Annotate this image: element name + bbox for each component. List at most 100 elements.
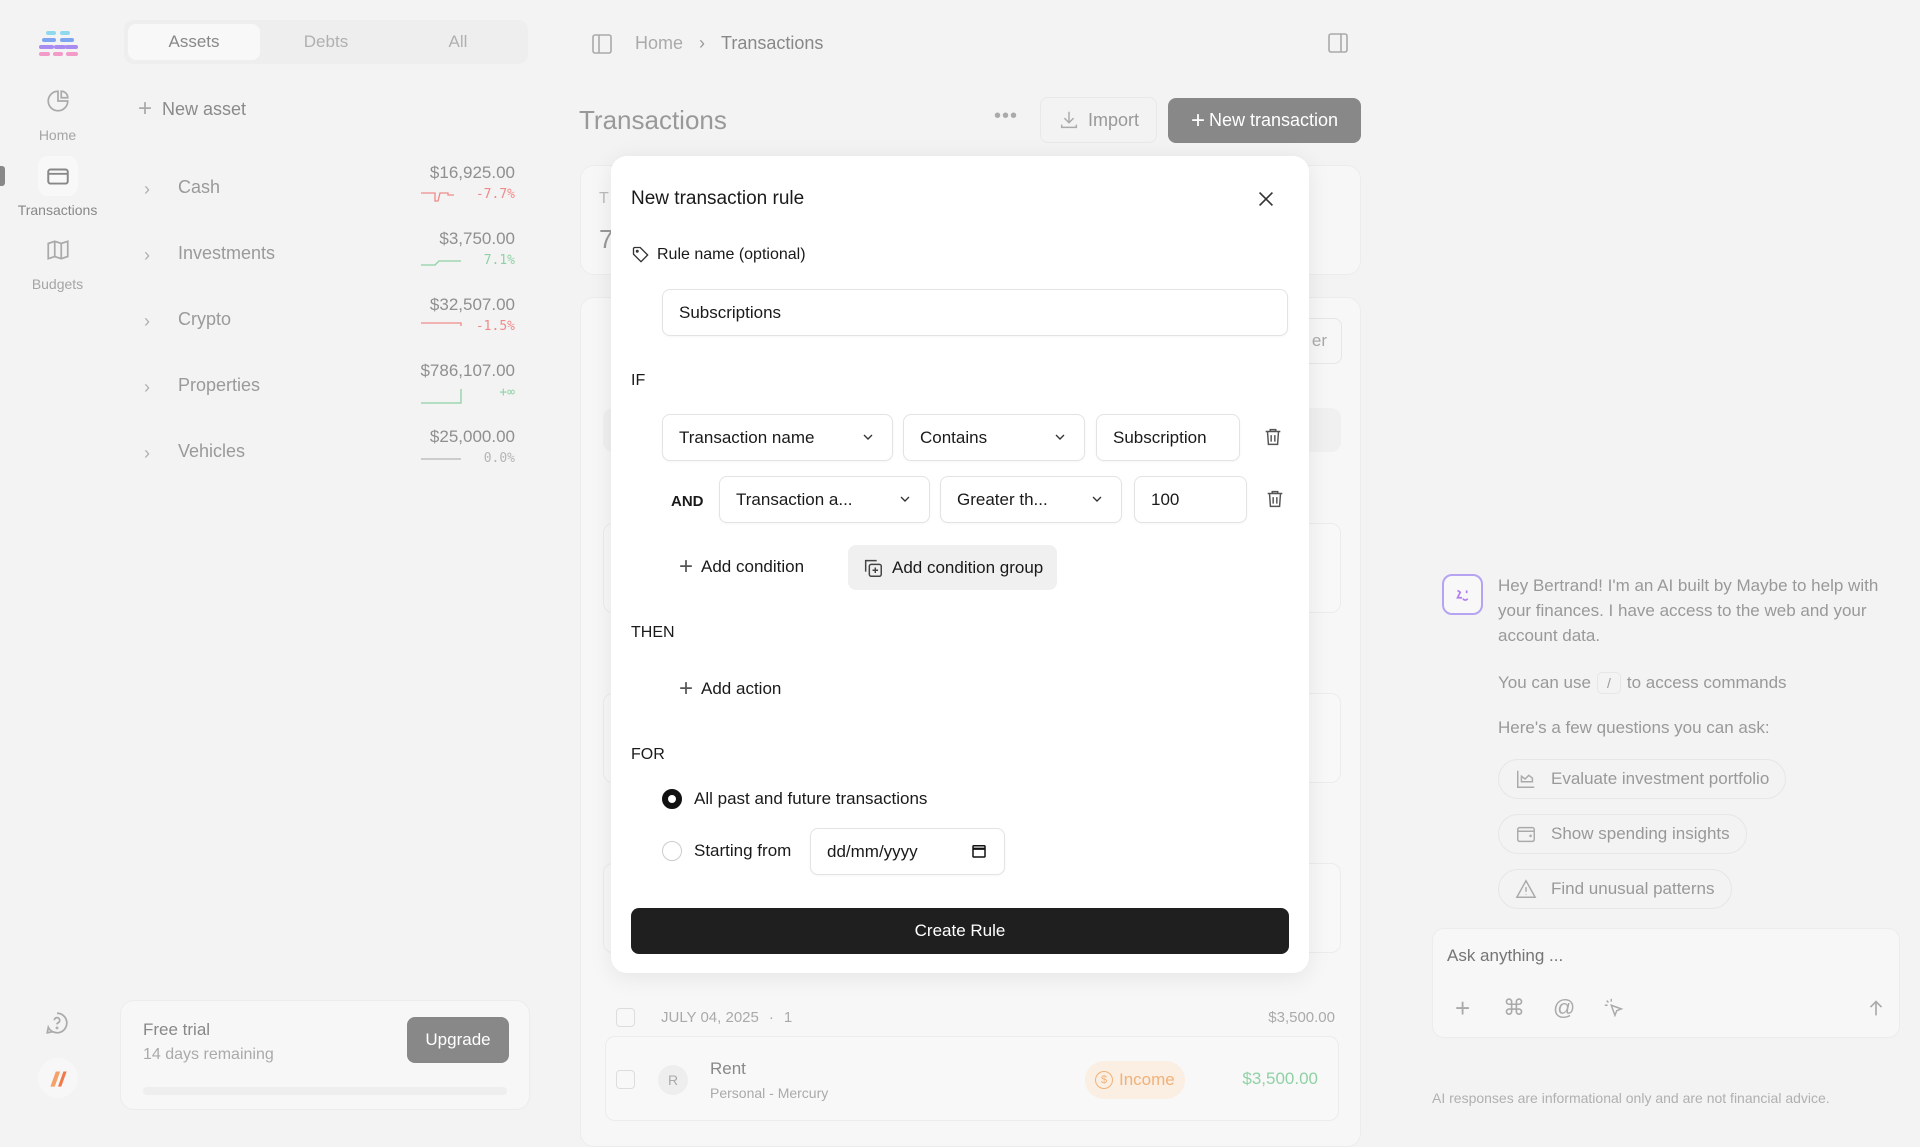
add-condition-group-button[interactable]: Add condition group — [848, 545, 1058, 590]
option-all-transactions[interactable]: All past and future transactions — [662, 789, 927, 809]
category-badge[interactable]: $ Income — [1085, 1061, 1185, 1099]
chevron-right-icon[interactable]: › — [144, 443, 150, 463]
upgrade-button[interactable]: Upgrade — [407, 1017, 509, 1063]
asset-change: +∞ — [499, 385, 515, 400]
condition-field-select[interactable]: Transaction name — [662, 414, 893, 461]
asset-name: Cash — [178, 177, 221, 197]
condition-operator-select[interactable]: Greater th... — [940, 476, 1122, 523]
sparkline — [421, 192, 454, 202]
asset-row-cash[interactable]: › Cash $16,925.00 -7.7% — [140, 163, 515, 223]
start-date-input[interactable]: dd/mm/yyyy — [810, 828, 1005, 875]
row-checkbox[interactable] — [616, 1070, 635, 1089]
breadcrumb: Home › Transactions — [635, 33, 823, 54]
user-avatar[interactable] — [38, 1058, 78, 1098]
tab-all[interactable]: All — [448, 32, 468, 51]
button-label: Add condition — [701, 557, 805, 576]
for-label: FOR — [631, 746, 665, 763]
asset-name: Properties — [178, 375, 261, 395]
rail-item-transactions[interactable]: Transactions — [0, 156, 115, 218]
chart-icon — [1517, 770, 1535, 788]
suggestion-unusual-patterns[interactable]: Find unusual patterns — [1498, 869, 1732, 909]
rule-name-label: Rule name (optional) — [631, 245, 806, 265]
transaction-row[interactable]: R Rent Personal - Mercury $ Income $3,50… — [605, 1036, 1339, 1121]
label-text: Rule name (optional) — [657, 246, 806, 263]
tag-icon — [632, 246, 649, 263]
date-placeholder: dd/mm/yyyy — [827, 841, 918, 861]
plus-icon: + — [138, 95, 153, 122]
option-starting-from[interactable]: Starting from — [662, 841, 791, 861]
plus-icon: + — [1190, 106, 1205, 134]
trash-icon[interactable] — [1262, 426, 1284, 453]
ai-avatar — [1442, 574, 1483, 615]
button-label: Add condition group — [892, 557, 1044, 577]
add-condition-button[interactable]: + Add condition — [679, 555, 804, 579]
select-value: Contains — [920, 427, 988, 447]
slash-key: / — [1596, 672, 1621, 694]
asset-change: -1.5% — [475, 319, 515, 334]
group-checkbox[interactable] — [616, 1007, 635, 1027]
chevron-down-icon — [1055, 434, 1065, 440]
toggle-chat-panel-icon[interactable] — [1326, 31, 1350, 60]
create-rule-button[interactable]: Create Rule — [631, 908, 1289, 954]
plus-icon[interactable]: + — [1455, 993, 1471, 1023]
asset-value: $16,925.00 — [429, 163, 515, 182]
tab-debts[interactable]: Debts — [303, 32, 349, 51]
trial-subtitle: 14 days remaining — [143, 1046, 274, 1063]
new-transaction-button[interactable]: + New transaction — [1168, 98, 1361, 143]
ai-disclaimer: AI responses are informational only and … — [1432, 1090, 1830, 1106]
more-options-icon[interactable]: ••• — [994, 105, 1019, 127]
hint-text: to access commands — [1626, 673, 1787, 692]
chip-label: Show spending insights — [1551, 824, 1730, 843]
mention-icon[interactable]: @ — [1553, 995, 1576, 1020]
sparkline — [421, 458, 461, 460]
condition-operator-select[interactable]: Contains — [903, 414, 1085, 461]
group-header: JULY 04, 2025 · 1 $3,500.00 — [603, 993, 1341, 1041]
toggle-sidebar-icon[interactable] — [590, 32, 614, 61]
asset-row-properties[interactable]: › Properties $786,107.00 +∞ — [140, 361, 515, 421]
condition-field-select[interactable]: Transaction a... — [719, 476, 930, 523]
help-icon[interactable] — [44, 1010, 70, 1041]
breadcrumb-home[interactable]: Home — [635, 33, 684, 53]
rail-item-home[interactable]: Home — [0, 81, 115, 143]
trial-title: Free trial — [143, 1020, 211, 1039]
dollar-icon: $ — [1095, 1071, 1113, 1089]
pointer-sparkle-icon[interactable] — [1603, 997, 1625, 1024]
trash-icon[interactable] — [1264, 488, 1286, 515]
rail-label: Transactions — [17, 202, 98, 218]
radio-selected[interactable] — [662, 789, 682, 809]
calendar-icon[interactable] — [970, 842, 988, 860]
chat-input-box: + ⌘ @ — [1432, 928, 1900, 1038]
rail-item-budgets[interactable]: Budgets — [0, 230, 115, 292]
breadcrumb-current: Transactions — [721, 33, 824, 53]
asset-row-crypto[interactable]: › Crypto $32,507.00 -1.5% — [140, 295, 515, 355]
add-action-button[interactable]: + Add action — [679, 677, 781, 701]
condition-value-input[interactable]: 100 — [1134, 476, 1247, 523]
condition-value-input[interactable]: Subscription — [1096, 414, 1240, 461]
send-arrow-icon[interactable] — [1865, 997, 1887, 1024]
tab-assets[interactable]: Assets — [128, 24, 260, 60]
chevron-right-icon[interactable]: › — [144, 311, 150, 331]
new-transaction-label: New transaction — [1208, 110, 1339, 130]
wallet-icon — [1517, 826, 1535, 843]
chevron-right-icon[interactable]: › — [144, 245, 150, 265]
new-asset-button[interactable]: + New asset — [138, 97, 246, 121]
import-button[interactable]: Import — [1040, 97, 1157, 143]
rule-name-input[interactable] — [662, 289, 1288, 336]
chat-input[interactable] — [1447, 941, 1877, 971]
close-icon[interactable] — [1255, 188, 1277, 215]
asset-row-investments[interactable]: › Investments $3,750.00 7.1% — [140, 229, 515, 289]
radio-unselected[interactable] — [662, 841, 682, 861]
suggestion-evaluate-portfolio[interactable]: Evaluate investment portfolio — [1498, 759, 1787, 799]
chip-label: Evaluate investment portfolio — [1551, 769, 1770, 788]
and-connector: AND — [671, 493, 704, 510]
group-total: $3,500.00 — [1268, 1008, 1335, 1026]
asset-change: -7.7% — [475, 187, 515, 202]
asset-row-vehicles[interactable]: › Vehicles $25,000.00 0.0% — [140, 427, 515, 487]
sparkline — [421, 260, 461, 266]
chevron-right-icon[interactable]: › — [144, 179, 150, 199]
chevron-right-icon[interactable]: › — [144, 377, 150, 397]
suggestion-spending-insights[interactable]: Show spending insights — [1498, 814, 1747, 854]
modal-title: New transaction rule — [631, 188, 805, 209]
app-logo[interactable] — [38, 30, 80, 61]
command-icon[interactable]: ⌘ — [1503, 995, 1525, 1020]
